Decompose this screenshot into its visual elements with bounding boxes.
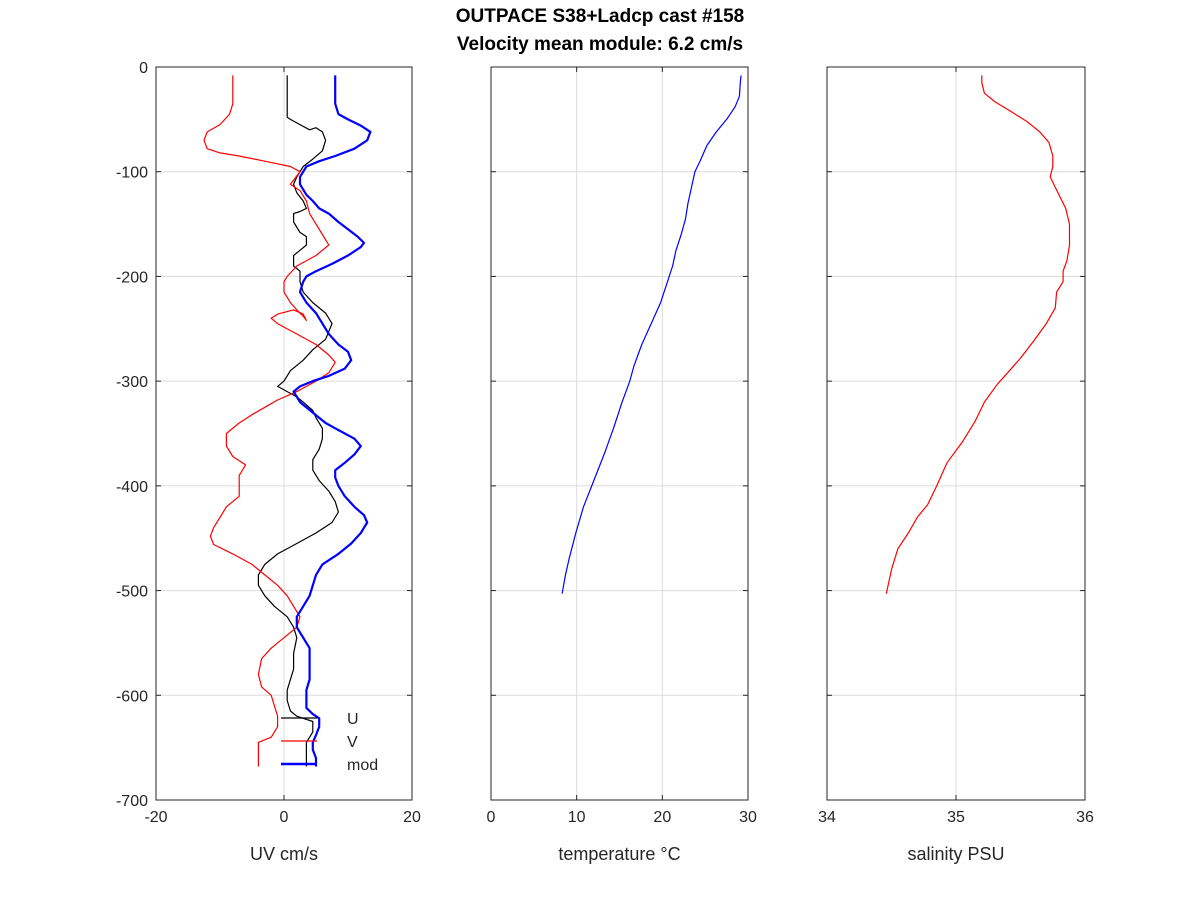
y-tick-label: -100 — [116, 165, 148, 182]
legend-label-mod: mod — [347, 757, 378, 774]
x-tick-label: 0 — [280, 809, 289, 826]
x-tick-label: 34 — [818, 809, 836, 826]
y-tick-label: -400 — [116, 479, 148, 496]
x-tick-label: 36 — [1076, 809, 1094, 826]
y-tick-label: -500 — [116, 584, 148, 601]
x-tick-label: 20 — [403, 809, 421, 826]
series-line-panel2 — [561, 75, 742, 594]
x-tick-label: 20 — [653, 809, 671, 826]
chart-title-line1: OUTPACE S38+Ladcp cast #158 — [455, 6, 745, 27]
axes-box — [490, 66, 749, 801]
legend-label-u: U — [347, 711, 359, 728]
x-tick-label: 10 — [568, 809, 586, 826]
x-axis-label: UV cm/s — [250, 844, 318, 864]
x-tick-label: 0 — [487, 809, 496, 826]
chart-title-line2: Velocity mean module: 6.2 cm/s — [456, 34, 744, 55]
x-axis-label: temperature °C — [558, 844, 680, 864]
x-tick-label: -20 — [144, 809, 167, 826]
panel-3: 34 35 36 salinity PSU — [818, 66, 1094, 864]
y-tick-label: 0 — [139, 60, 148, 77]
series-line-panel3 — [885, 75, 1071, 594]
y-tick-label: -700 — [116, 793, 148, 810]
y-tick-label: -200 — [116, 269, 148, 286]
panel-2: 0 10 20 30 temperature °C — [487, 66, 757, 864]
x-tick-label: 35 — [947, 809, 965, 826]
y-tick-label: -300 — [116, 374, 148, 391]
y-tick-label: -600 — [116, 688, 148, 705]
plot-background — [491, 67, 748, 800]
x-axis-label: salinity PSU — [907, 844, 1004, 864]
x-tick-label: 30 — [739, 809, 757, 826]
legend-label-v: V — [347, 734, 358, 751]
series-line-mod — [292, 75, 372, 767]
